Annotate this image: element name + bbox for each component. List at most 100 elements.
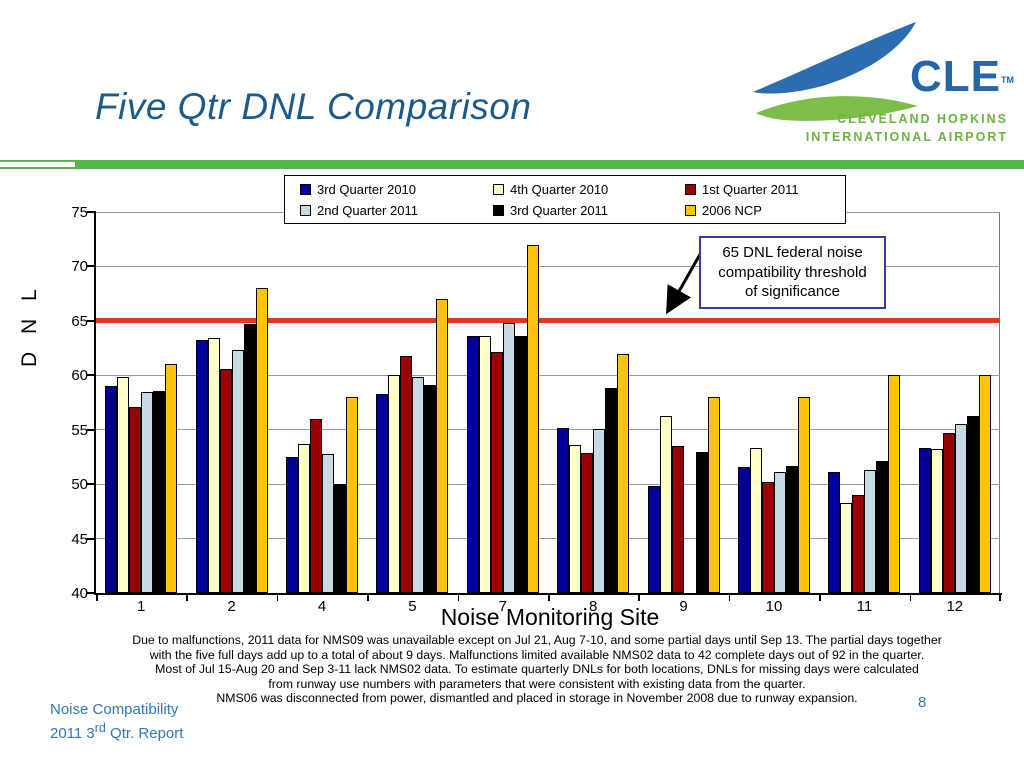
bar bbox=[774, 472, 786, 593]
bar bbox=[569, 444, 582, 593]
x-tick-label: 11 bbox=[856, 598, 873, 615]
legend-swatch bbox=[300, 205, 311, 216]
legend-item: 1st Quarter 2011 bbox=[685, 182, 799, 197]
y-tick-label: 55 bbox=[71, 421, 88, 439]
bar bbox=[322, 453, 334, 593]
x-tick-label: 12 bbox=[946, 598, 964, 615]
x-tick bbox=[367, 595, 369, 601]
y-tick-label: 65 bbox=[71, 312, 88, 330]
bar bbox=[647, 486, 660, 593]
bar bbox=[762, 481, 774, 593]
plot-area: 40 45 50 55 60 65 70 75 1 2 4 5 7 8 9 10 11 12 bbox=[71, 204, 1002, 615]
x-tick-label: 4 bbox=[317, 598, 327, 615]
legend-swatch bbox=[685, 184, 696, 195]
divider-segment-white bbox=[0, 160, 75, 169]
logo-swoosh-icon bbox=[753, 22, 918, 121]
threshold-callout: 65 DNL federal noise compatibility thres… bbox=[699, 236, 886, 309]
y-tick bbox=[87, 265, 96, 268]
bar bbox=[659, 415, 672, 593]
report-label-line1: Noise Compatibility bbox=[50, 701, 179, 718]
x-tick-label: 1 bbox=[137, 598, 146, 615]
bar bbox=[840, 502, 853, 593]
y-tick-label: 75 bbox=[71, 204, 88, 221]
bar bbox=[490, 352, 503, 593]
divider-bar bbox=[0, 160, 1024, 169]
bar bbox=[978, 375, 991, 593]
y-tick bbox=[87, 592, 96, 594]
y-tick-label: 40 bbox=[71, 585, 88, 602]
y-tick bbox=[87, 537, 96, 540]
gridline bbox=[96, 429, 1000, 431]
footnote-line: NMS06 was disconnected from power, disma… bbox=[216, 691, 858, 705]
x-tick bbox=[638, 595, 640, 601]
callout-line: of significance bbox=[744, 283, 841, 300]
bar bbox=[298, 443, 310, 593]
y-tick-label: 50 bbox=[71, 476, 88, 494]
footnote-line: from runway use numbers with parameters … bbox=[268, 676, 806, 691]
bar bbox=[852, 495, 865, 593]
bar bbox=[695, 451, 708, 593]
y-tick bbox=[87, 319, 96, 322]
bar bbox=[617, 353, 630, 593]
bar bbox=[436, 299, 449, 593]
y-tick bbox=[87, 211, 96, 213]
bar bbox=[334, 484, 346, 593]
bar bbox=[514, 336, 527, 593]
report-label: Noise Compatibility 2011 3rd Qtr. Report bbox=[50, 700, 183, 743]
bar bbox=[526, 244, 539, 593]
x-tick-label: 5 bbox=[408, 598, 417, 615]
trademark-symbol: TM bbox=[1001, 75, 1014, 85]
bar bbox=[388, 375, 401, 593]
bar bbox=[593, 428, 606, 593]
footnote-line: Most of Jul 15-Aug 20 and Sep 3-11 lack … bbox=[155, 662, 919, 676]
legend-label: 2006 NCP bbox=[702, 203, 762, 218]
bar bbox=[424, 385, 437, 593]
bar bbox=[864, 470, 877, 593]
bar bbox=[942, 432, 955, 593]
x-tick-label: 10 bbox=[765, 598, 783, 615]
y-tick bbox=[87, 483, 96, 486]
x-tick-label: 7 bbox=[498, 598, 507, 615]
bar bbox=[219, 368, 232, 593]
logo-text-line2: INTERNATIONAL AIRPORT bbox=[805, 130, 1008, 144]
report-label-line2: 2011 3rd Qtr. Report bbox=[50, 721, 184, 742]
legend-swatch bbox=[685, 205, 696, 216]
y-tick-label: 70 bbox=[71, 258, 88, 276]
bar bbox=[478, 336, 491, 593]
bar bbox=[117, 377, 130, 593]
bar bbox=[876, 461, 889, 593]
x-tick bbox=[96, 595, 98, 601]
legend-item: 4th Quarter 2010 bbox=[493, 182, 608, 197]
x-tick bbox=[909, 595, 912, 601]
x-tick bbox=[819, 595, 821, 601]
x-tick bbox=[186, 595, 188, 601]
threshold-line bbox=[96, 318, 1000, 324]
bar bbox=[165, 364, 178, 593]
page-number: 8 bbox=[918, 694, 927, 711]
footnote: Due to malfunctions, 2011 data for NMS09… bbox=[62, 633, 1012, 706]
bar bbox=[954, 424, 967, 593]
divider-segment-green bbox=[75, 160, 1024, 169]
legend-label: 1st Quarter 2011 bbox=[702, 182, 799, 197]
x-tick bbox=[548, 595, 550, 601]
legend-label: 3rd Quarter 2010 bbox=[317, 182, 417, 197]
gridline bbox=[96, 374, 1000, 376]
logo-text-line1: CLEVELAND HOPKINS bbox=[837, 112, 1008, 126]
bar bbox=[195, 340, 208, 593]
logo-initials: CLETM bbox=[910, 52, 1014, 101]
bar bbox=[930, 449, 943, 593]
x-tick-label: 9 bbox=[679, 598, 688, 615]
legend-label: 2nd Quarter 2011 bbox=[317, 203, 418, 218]
bar bbox=[557, 427, 570, 593]
cle-airport-logo: CLETM CLEVELAND HOPKINS INTERNATIONAL AI… bbox=[750, 12, 1016, 152]
bar bbox=[786, 465, 798, 593]
x-axis-line bbox=[94, 593, 1002, 595]
chart-legend: 3rd Quarter 2010 4th Quarter 2010 1st Quar… bbox=[284, 175, 846, 224]
bar bbox=[310, 418, 322, 593]
y-tick-label: 45 bbox=[71, 530, 88, 548]
bar bbox=[231, 350, 244, 593]
y-axis-title: D N L bbox=[18, 283, 41, 367]
bar bbox=[255, 288, 268, 593]
bar bbox=[966, 415, 979, 593]
